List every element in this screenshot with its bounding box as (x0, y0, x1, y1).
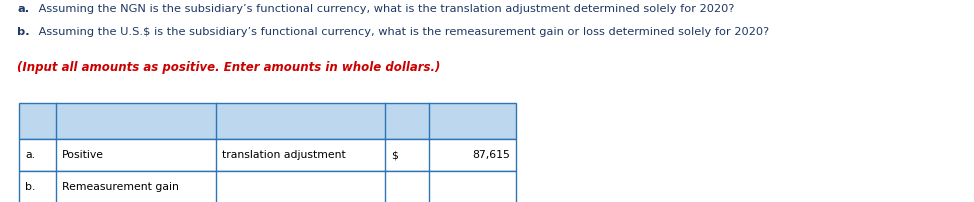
Text: Assuming the U.S.$ is the subsidiary’s functional currency, what is the remeasur: Assuming the U.S.$ is the subsidiary’s f… (35, 27, 768, 37)
Text: Assuming the NGN is the subsidiary’s functional currency, what is the translatio: Assuming the NGN is the subsidiary’s fun… (35, 4, 734, 14)
Bar (19, 103, 515, 139)
Text: (Input all amounts as positive. Enter amounts in whole dollars.): (Input all amounts as positive. Enter am… (18, 61, 441, 74)
Text: Positive: Positive (62, 150, 104, 160)
Text: a.: a. (25, 150, 35, 160)
Text: a.: a. (18, 4, 29, 14)
Text: 87,615: 87,615 (472, 150, 510, 160)
Text: translation adjustment: translation adjustment (221, 150, 346, 160)
Text: $: $ (391, 150, 397, 160)
Text: Remeasurement gain: Remeasurement gain (62, 182, 179, 193)
Bar (19, 171, 515, 202)
Text: b.: b. (18, 27, 30, 37)
Bar (19, 139, 515, 171)
Text: b.: b. (25, 182, 35, 193)
